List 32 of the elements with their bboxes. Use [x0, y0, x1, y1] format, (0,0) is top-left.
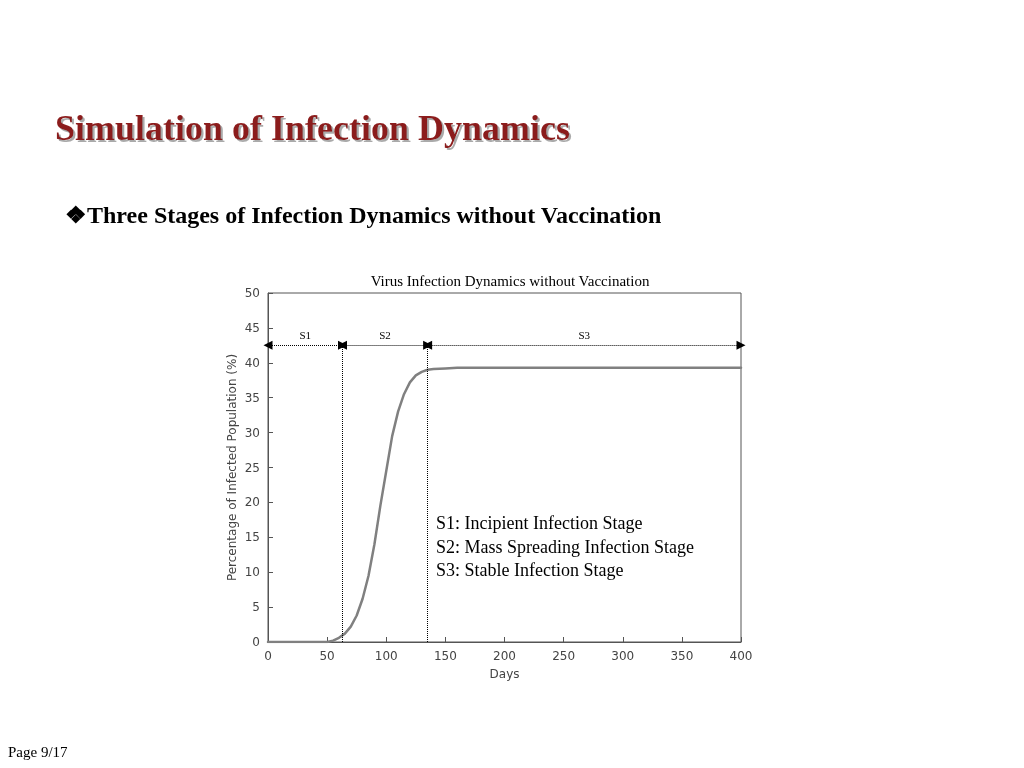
x-tick-label: 350 [670, 649, 694, 663]
x-tick-label: 250 [552, 649, 576, 663]
y-tick-label: 30 [244, 425, 260, 440]
chart-subtitle: Simulation of Infection Dynamics [55, 108, 571, 148]
x-tick-label: 100 [374, 649, 398, 663]
y-tick-label: 20 [244, 495, 260, 510]
annotation: S2 [379, 328, 391, 341]
y-tick-label: 35 [244, 390, 260, 405]
annotation: S2: Mass Spreading Infection Stage [436, 536, 694, 557]
text: Page 9/17 [8, 743, 69, 760]
y-axis-title: Percentage of Infected Population (%) [225, 353, 239, 582]
y-tick-label: 40 [244, 355, 260, 370]
annotation: S3: Stable Infection Stage [436, 560, 624, 580]
y-tick-label: 25 [244, 460, 260, 475]
y-tick-label: 10 [244, 565, 260, 580]
x-tick-label: 50 [319, 649, 335, 663]
y-tick-label: 0 [252, 635, 260, 649]
chart-title: Virus Infection Dynamics without Vaccination [370, 272, 650, 289]
annotation: S1 [299, 328, 312, 341]
y-tick-label: 50 [244, 286, 260, 300]
y-tick-label: 45 [244, 320, 260, 335]
x-axis-title: Days [489, 667, 520, 681]
annotation: S1: Incipient Infection Stage [436, 513, 643, 533]
x-tick-label: 200 [493, 649, 516, 663]
x-tick-label: 300 [611, 649, 635, 663]
x-tick-label: 400 [729, 649, 753, 663]
y-tick-label: 15 [244, 530, 260, 545]
y-tick-label: 5 [252, 600, 260, 615]
annotation: S3 [578, 328, 591, 341]
x-tick-label: 0 [264, 649, 272, 663]
x-tick-label: 150 [433, 649, 457, 663]
legend-title: ❖Three Stages of Infection Dynamics without Vaccination [65, 202, 662, 228]
